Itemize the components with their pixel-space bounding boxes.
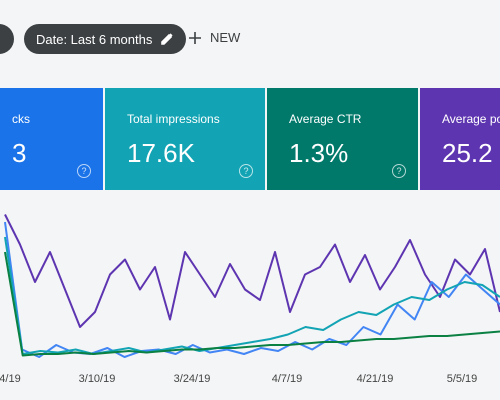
x-tick-label: 3/24/19 (174, 373, 211, 385)
x-tick-label: 5/5/19 (447, 373, 478, 385)
help-icon: ? (239, 164, 253, 178)
x-tick-label: 3/10/19 (79, 373, 116, 385)
chart: 4/19 3/10/19 3/24/19 4/7/19 4/21/19 5/5/19 (0, 214, 500, 385)
series-line (4, 214, 500, 328)
date-chip-text: Date: Last 6 months (36, 31, 153, 47)
card-label: Total impressions (127, 112, 220, 126)
card-label: Average CTR (289, 112, 362, 126)
x-tick-label: 4/21/19 (357, 373, 394, 385)
help-icon: ? (77, 164, 91, 178)
card-value: 25.2 (442, 138, 493, 168)
card-value: 1.3% (289, 138, 349, 168)
card-label: Average position (442, 112, 500, 126)
metric-card[interactable]: Average position 25.2 (420, 88, 500, 190)
new-button-text: NEW (210, 30, 241, 45)
metric-card[interactable]: Total impressions 17.6K? (105, 88, 265, 190)
date-chip[interactable]: Date: Last 6 months (24, 24, 187, 54)
pencil-icon (161, 33, 173, 45)
card-value: 3 (12, 138, 27, 168)
x-tick-label: 4/7/19 (272, 373, 303, 385)
x-tick-label: 4/19 (0, 373, 21, 385)
card-label: cks (12, 112, 30, 126)
card-value: 17.6K (127, 138, 195, 168)
new-button[interactable]: NEW (188, 30, 240, 45)
filter-chip[interactable] (0, 24, 14, 54)
metric-card[interactable]: cks 3? (0, 88, 103, 190)
metric-card[interactable]: Average CTR 1.3%? (267, 88, 418, 190)
series-line (4, 251, 500, 357)
help-icon: ? (392, 164, 406, 178)
plus-icon (189, 31, 201, 44)
